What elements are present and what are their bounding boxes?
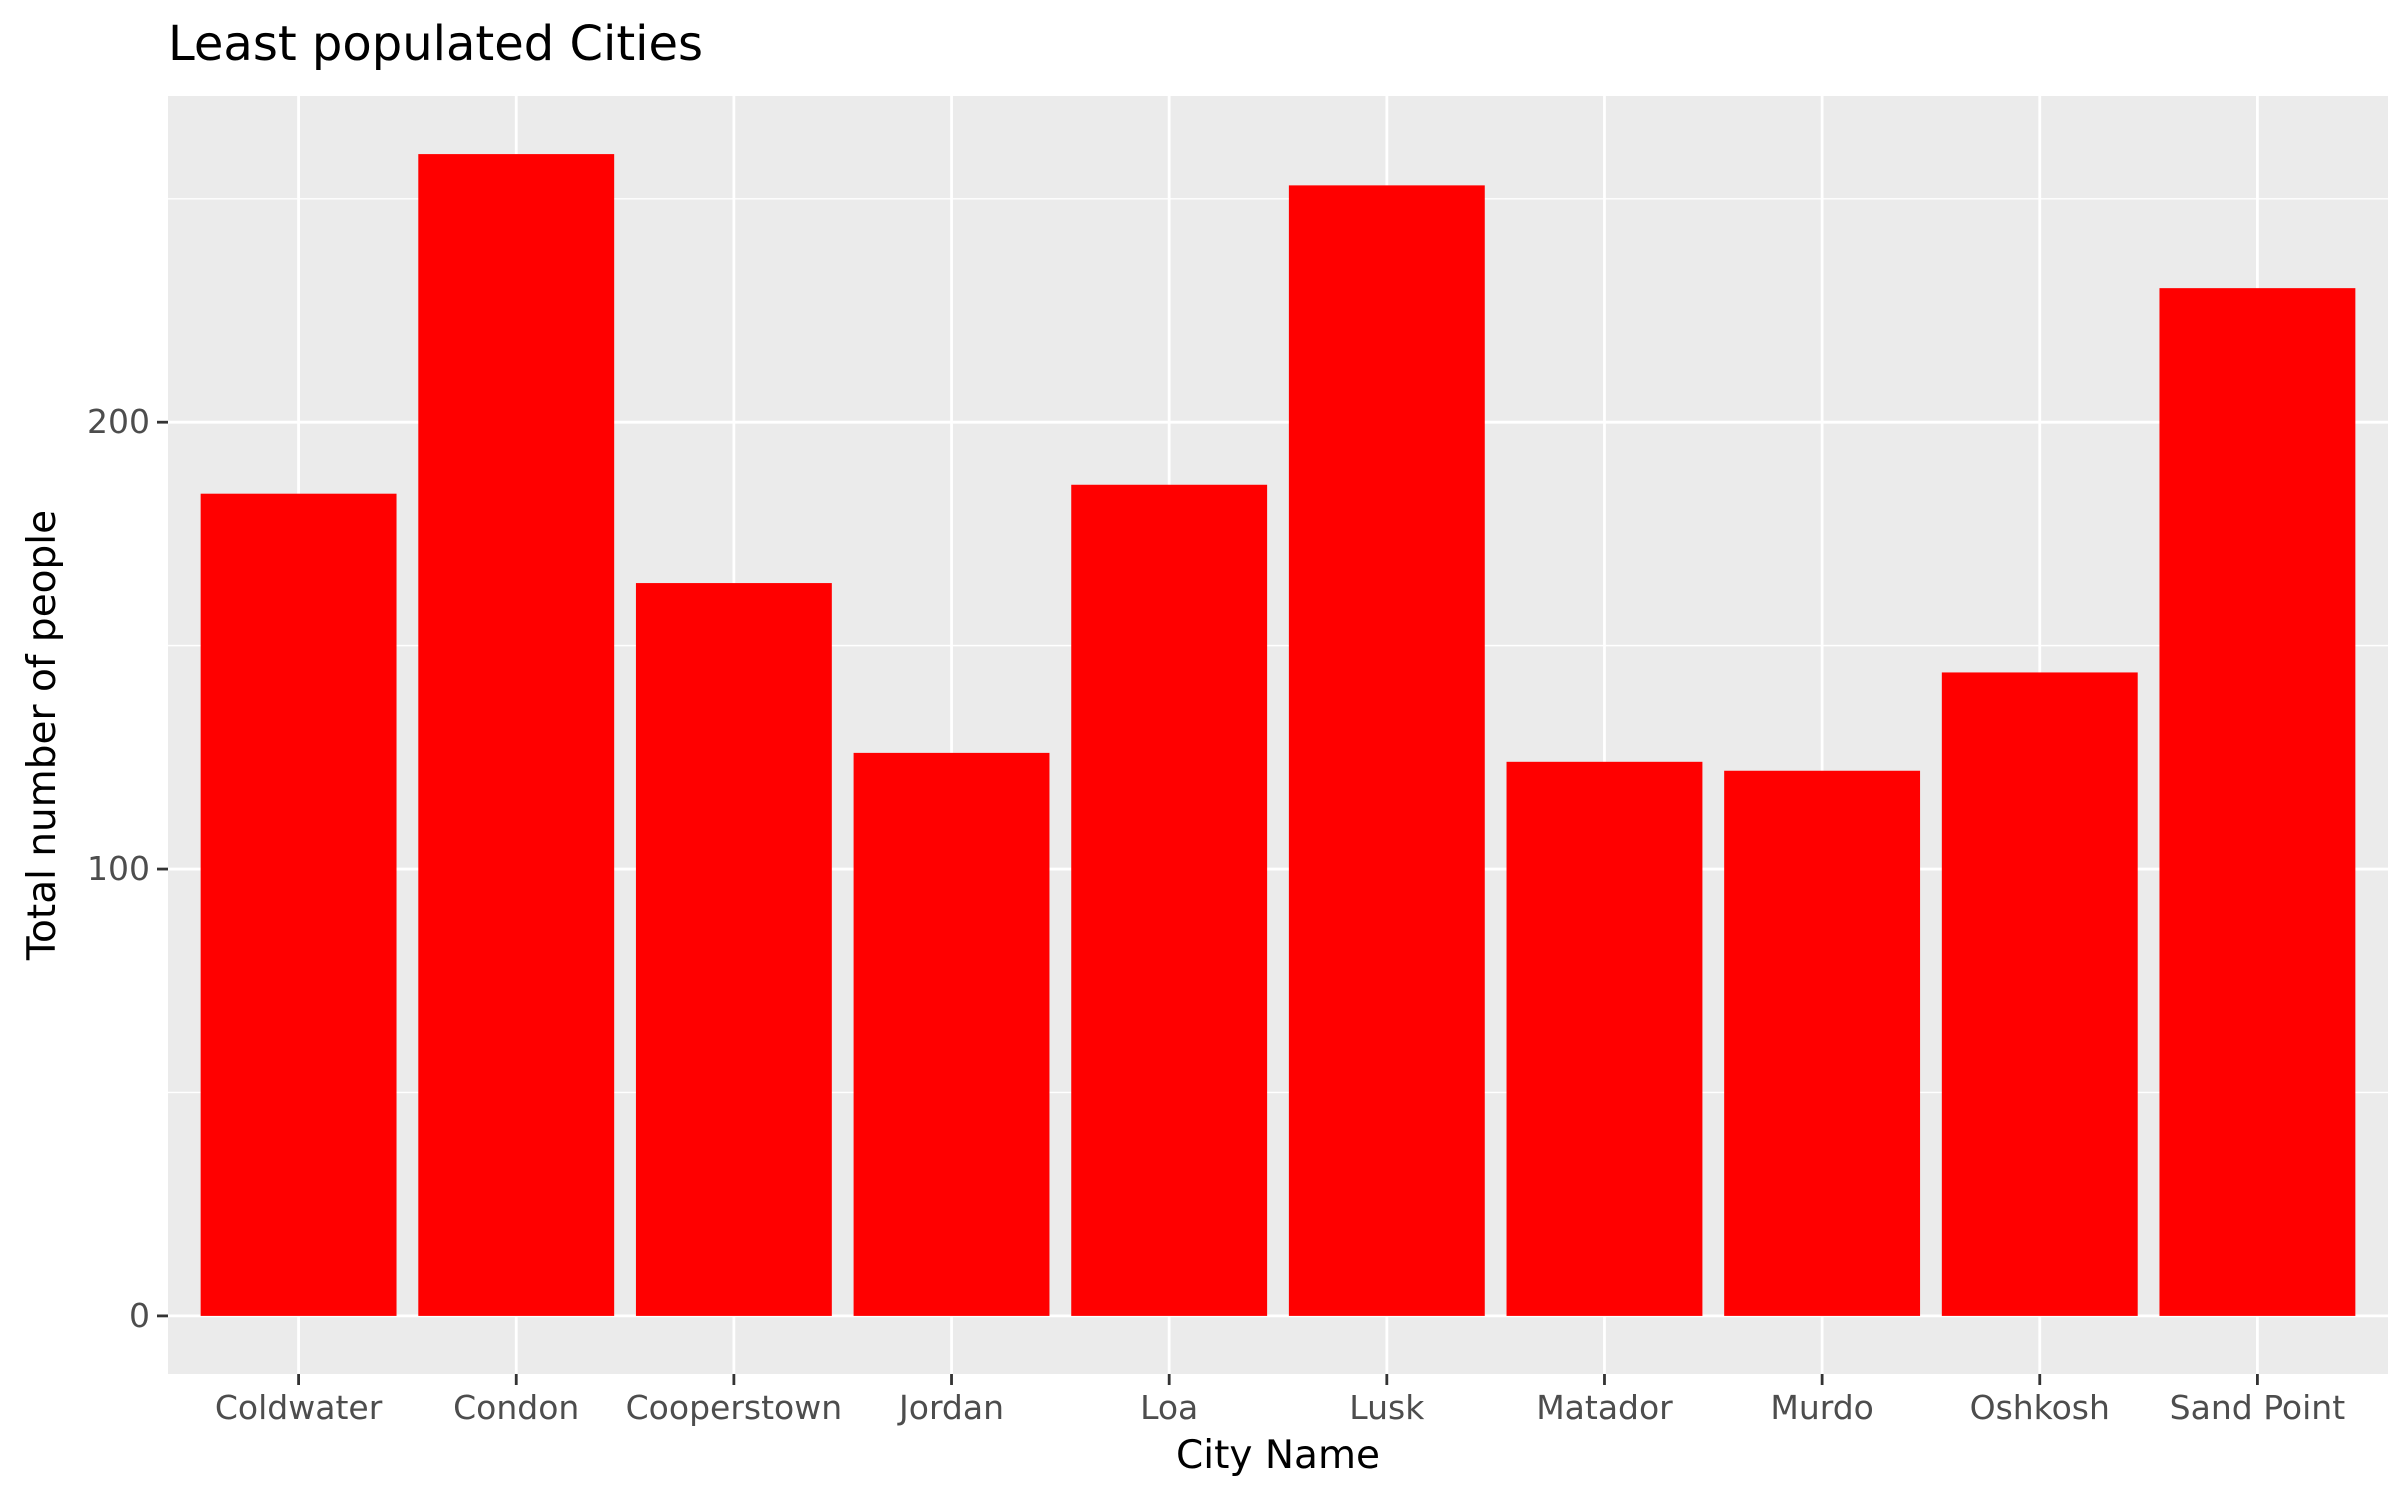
bar-oshkosh	[1941, 672, 2138, 1316]
y-tick-label: 0	[129, 1296, 150, 1335]
y-axis: 0 100 200	[87, 402, 168, 1335]
y-axis-title: Total number of people	[20, 510, 65, 961]
y-tick-label: 200	[87, 402, 150, 441]
x-axis-title: City Name	[1176, 1433, 1380, 1478]
x-tick-label: Matador	[1536, 1388, 1673, 1427]
bar-coldwater	[200, 493, 397, 1316]
bar-sand-point	[2159, 288, 2356, 1316]
x-tick-label: Lusk	[1349, 1388, 1425, 1427]
x-tick-label: Murdo	[1770, 1388, 1874, 1427]
bar-murdo	[1724, 770, 1921, 1316]
x-tick-label: Coldwater	[215, 1388, 383, 1427]
bar-condon	[418, 154, 615, 1316]
x-tick-label: Oshkosh	[1970, 1388, 2110, 1427]
bar-matador	[1506, 761, 1703, 1316]
y-tick-label: 100	[87, 849, 150, 888]
x-tick-label: Cooperstown	[626, 1388, 842, 1427]
x-tick-label: Loa	[1140, 1388, 1198, 1427]
bar-jordan	[853, 752, 1050, 1316]
bar-cooperstown	[635, 583, 832, 1316]
chart-title: Least populated Cities	[168, 16, 703, 72]
x-tick-label: Sand Point	[2170, 1388, 2346, 1427]
bars	[200, 154, 2356, 1316]
x-tick-label: Jordan	[897, 1388, 1004, 1427]
bar-lusk	[1288, 185, 1485, 1316]
x-axis: Coldwater Condon Cooperstown Jordan Loa Lusk M…	[215, 1374, 2345, 1427]
x-tick-label: Condon	[453, 1388, 579, 1427]
bar-loa	[1071, 484, 1268, 1316]
